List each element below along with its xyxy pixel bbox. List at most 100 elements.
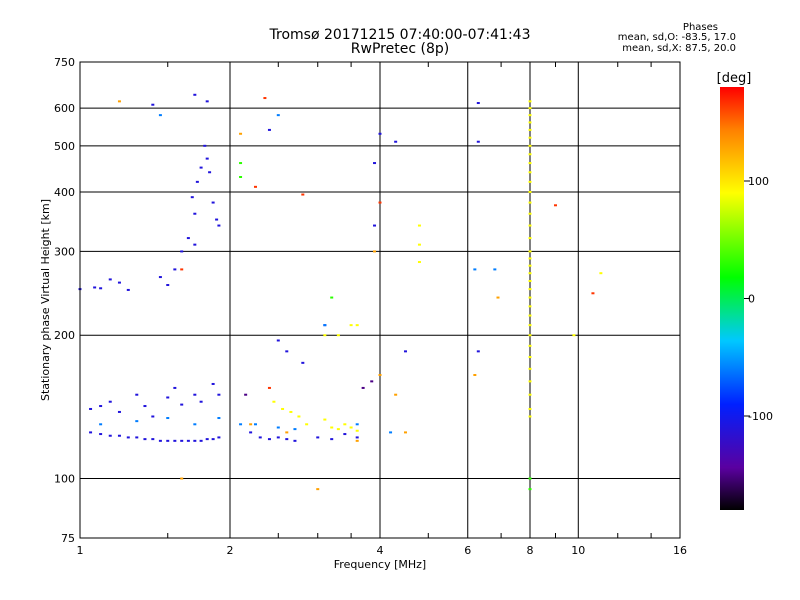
data-point xyxy=(217,417,221,420)
data-point xyxy=(205,157,209,160)
data-point xyxy=(276,114,280,117)
data-point xyxy=(473,374,477,377)
data-point xyxy=(417,261,421,264)
data-point xyxy=(528,153,532,156)
data-point xyxy=(117,281,121,284)
data-point xyxy=(180,403,184,406)
data-point xyxy=(378,374,382,377)
data-point xyxy=(301,193,305,196)
data-point xyxy=(496,296,500,299)
data-point xyxy=(378,132,382,135)
data-point xyxy=(108,278,112,281)
x-tick-label: 10 xyxy=(571,544,585,557)
data-point xyxy=(239,132,243,135)
data-point xyxy=(239,175,243,178)
data-point xyxy=(135,420,139,423)
data-point xyxy=(203,144,207,147)
colorbar-tick-label: -100 xyxy=(748,410,773,423)
data-point xyxy=(180,439,184,442)
y-tick-label: 400 xyxy=(54,186,75,199)
data-point xyxy=(373,224,377,227)
colorbar-tick-label: 0 xyxy=(748,293,755,306)
data-point xyxy=(403,431,407,434)
data-point xyxy=(528,121,532,124)
data-point xyxy=(370,380,374,383)
y-tick-label: 200 xyxy=(54,329,75,342)
data-point xyxy=(528,171,532,174)
colorbar-ticks: 100 0 -100 xyxy=(744,175,773,423)
data-point xyxy=(193,243,197,246)
data-point xyxy=(293,439,297,442)
plot-frame xyxy=(79,61,681,539)
data-point xyxy=(473,268,477,271)
data-point xyxy=(323,324,327,327)
data-point xyxy=(476,102,480,105)
phases-heading: Phases xyxy=(682,22,718,33)
data-point xyxy=(173,268,177,271)
data-point xyxy=(239,162,243,165)
data-point xyxy=(528,162,532,165)
data-point xyxy=(193,212,197,215)
data-point xyxy=(528,407,532,410)
data-point xyxy=(285,438,289,441)
data-point xyxy=(528,314,532,317)
data-point xyxy=(343,423,347,426)
x-tick-label: 6 xyxy=(464,544,471,557)
data-point xyxy=(117,410,121,413)
data-point xyxy=(528,356,532,359)
data-point xyxy=(263,97,267,100)
data-point xyxy=(378,201,382,204)
data-point xyxy=(193,393,197,396)
data-point xyxy=(249,431,253,434)
chart-subtitle: RwPretec (8p) xyxy=(350,41,450,57)
data-point xyxy=(253,423,257,426)
phase-stats-x: mean, sd,X: 87.5, 20.0 xyxy=(622,43,736,54)
data-point xyxy=(276,426,280,429)
data-point xyxy=(355,423,359,426)
colorbar-label: [deg] xyxy=(717,71,752,86)
data-point xyxy=(89,431,93,434)
data-point xyxy=(349,324,353,327)
chart-title: Tromsø 20171215 07:40:00-07:41:43 xyxy=(269,27,531,43)
data-point xyxy=(258,436,262,439)
data-point xyxy=(267,386,271,389)
x-axis-ticks: 1 2 4 6 8 10 16 xyxy=(77,62,687,557)
plot-grid xyxy=(80,62,680,538)
data-point xyxy=(158,439,162,442)
data-point xyxy=(211,382,215,385)
data-point xyxy=(190,196,194,199)
data-point xyxy=(186,237,190,240)
data-point xyxy=(528,100,532,103)
data-point xyxy=(180,250,184,253)
data-point xyxy=(158,276,162,279)
data-point xyxy=(193,423,197,426)
data-point xyxy=(528,264,532,267)
data-point xyxy=(476,350,480,353)
data-point xyxy=(297,415,301,418)
data-point xyxy=(193,93,197,96)
data-point xyxy=(528,415,532,418)
data-point xyxy=(528,334,532,337)
data-point xyxy=(180,477,184,480)
data-point xyxy=(108,400,112,403)
data-point xyxy=(528,296,532,299)
data-point xyxy=(528,128,532,131)
data-point xyxy=(267,128,271,131)
data-point xyxy=(272,400,276,403)
data-point xyxy=(99,287,103,290)
data-point xyxy=(117,434,121,437)
data-point xyxy=(285,431,289,434)
y-tick-label: 300 xyxy=(54,245,75,258)
data-point xyxy=(336,428,340,431)
data-point xyxy=(166,284,170,287)
y-axis-label: Stationary phase Virtual Height [km] xyxy=(39,199,52,401)
data-point xyxy=(528,393,532,396)
data-point xyxy=(293,428,297,431)
data-point xyxy=(267,438,271,441)
data-point xyxy=(173,386,177,389)
data-point xyxy=(195,180,199,183)
data-point xyxy=(244,393,248,396)
data-point xyxy=(239,423,243,426)
data-point xyxy=(199,439,203,442)
